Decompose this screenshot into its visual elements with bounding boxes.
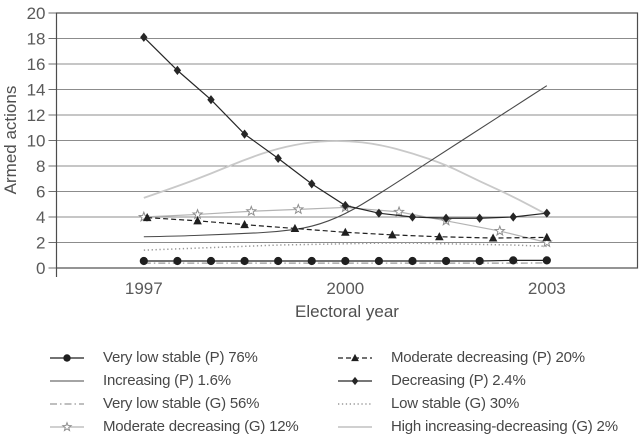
star-marker-icon [245,205,258,217]
y-tick-label: 18 [27,30,46,49]
diamond-marker-icon [475,213,484,223]
legend-sample-moderate-decreasing-p [338,353,372,361]
circle-marker-icon [307,256,316,266]
series-line-moderate-decreasing-g [143,206,547,244]
legend-sample-very-low-stable-g [50,402,84,405]
diamond-marker-icon [173,65,182,75]
legend: Very low stable (P) 76% Increasing (P) 1.… [0,346,644,442]
triangle-marker-icon [341,227,350,236]
y-tick-label: 8 [36,157,45,176]
y-tick-label: 12 [27,106,46,125]
diamond-marker-icon [442,213,450,223]
circle-marker-icon [341,256,350,266]
legend-item-low-stable-g: Low stable (G) 30% [337,392,618,415]
series-line-high-increasing-decreasing-g [143,140,548,216]
legend-item-high-increasing-decreasing-g: High increasing-decreasing (G) 2% [337,415,618,438]
diamond-marker-icon [543,208,551,218]
circle-marker-icon [509,256,518,265]
legend-sample-increasing-p [50,379,84,382]
diamond-marker-icon [509,212,517,222]
legend-sample-moderate-decreasing-g [50,420,84,432]
legend-label: Very low stable (G) 56% [103,395,260,412]
legend-label: High increasing-decreasing (G) 2% [391,418,618,435]
y-tick-label: 14 [27,81,46,100]
circle-marker-icon [206,256,216,266]
diamond-marker-icon [308,179,316,189]
triangle-marker-icon [388,230,397,239]
legend-item-very-low-stable-g: Very low stable (G) 56% [49,392,299,415]
diamond-marker-icon [351,376,359,385]
diamond-marker-icon [375,208,383,218]
circle-marker-icon [542,256,551,265]
triangle-marker-icon [351,353,359,361]
star-marker-icon [540,236,553,248]
y-tick-label: 0 [36,259,45,278]
diamond-marker-icon [207,95,215,105]
legend-label: Moderate decreasing (G) 12% [103,418,299,435]
triangle-marker-icon [542,232,552,241]
legend-label: Decreasing (P) 2.4% [391,372,526,389]
diamond-marker-icon [341,200,350,211]
star-marker-icon [61,420,73,432]
series-line-low-stable-g [143,242,547,251]
circle-marker-icon [63,353,71,362]
y-tick-label: 20 [27,4,46,23]
triangle-marker-icon [488,233,498,242]
legend-sample-low-stable-g [338,402,372,405]
circle-marker-icon [475,256,484,266]
circle-marker-icon [441,256,451,266]
circle-marker-icon [374,256,383,266]
y-tick-label: 16 [27,55,46,74]
diamond-marker-icon [274,153,282,163]
legend-sample-decreasing-p [338,376,372,385]
circle-marker-icon [240,256,249,266]
diamond-marker-icon [408,212,417,222]
legend-label: Moderate decreasing (P) 20% [391,349,585,366]
circle-marker-icon [139,256,148,266]
plot-svg: 0 2 4 6 8 10 12 14 16 18 20 1997 2000 2003 [27,4,639,298]
legend-item-moderate-decreasing-g: Moderate decreasing (G) 12% [49,415,299,438]
x-tick-label: 2003 [528,279,566,298]
diamond-marker-icon [240,129,249,139]
plot-border [55,12,639,269]
legend-label: Low stable (G) 30% [391,395,520,412]
legend-item-very-low-stable-p: Very low stable (P) 76% [49,346,299,369]
x-tick-label: 1997 [125,279,163,298]
triangle-marker-icon [193,216,202,225]
triangle-marker-icon [290,223,300,232]
x-tick-label: 2000 [326,279,364,298]
legend-item-moderate-decreasing-p: Moderate decreasing (P) 20% [337,346,618,369]
circle-marker-icon [408,256,417,266]
triangle-marker-icon [142,213,152,222]
y-tick-label: 6 [36,183,45,202]
y-axis-title: Armed actions [1,85,20,195]
y-tick-label: 4 [36,208,45,227]
star-marker-icon [493,224,506,237]
y-tick-label: 10 [27,132,46,151]
y-tick-label: 2 [36,234,45,253]
triangle-marker-icon [240,220,249,229]
legend-sample-high-increasing-decreasing-g [338,425,372,428]
series-line-moderate-decreasing-p [147,217,547,239]
legend-item-decreasing-p: Decreasing (P) 2.4% [337,369,618,392]
series-line-increasing-p [143,85,548,238]
legend-column-left: Very low stable (P) 76% Increasing (P) 1.… [49,346,299,438]
triangle-marker-icon [435,232,444,241]
legend-label: Increasing (P) 1.6% [103,372,231,389]
circle-marker-icon [173,256,182,266]
legend-column-right: Moderate decreasing (P) 20% Decreasing (P… [337,346,618,438]
legend-item-increasing-p: Increasing (P) 1.6% [49,369,299,392]
star-marker-icon [393,205,405,217]
legend-label: Very low stable (P) 76% [103,349,258,366]
legend-sample-very-low-stable-p [50,353,84,362]
circle-marker-icon [274,256,283,266]
x-axis-title: Electoral year [295,302,399,321]
star-marker-icon [292,203,305,215]
diamond-marker-icon [140,32,148,42]
